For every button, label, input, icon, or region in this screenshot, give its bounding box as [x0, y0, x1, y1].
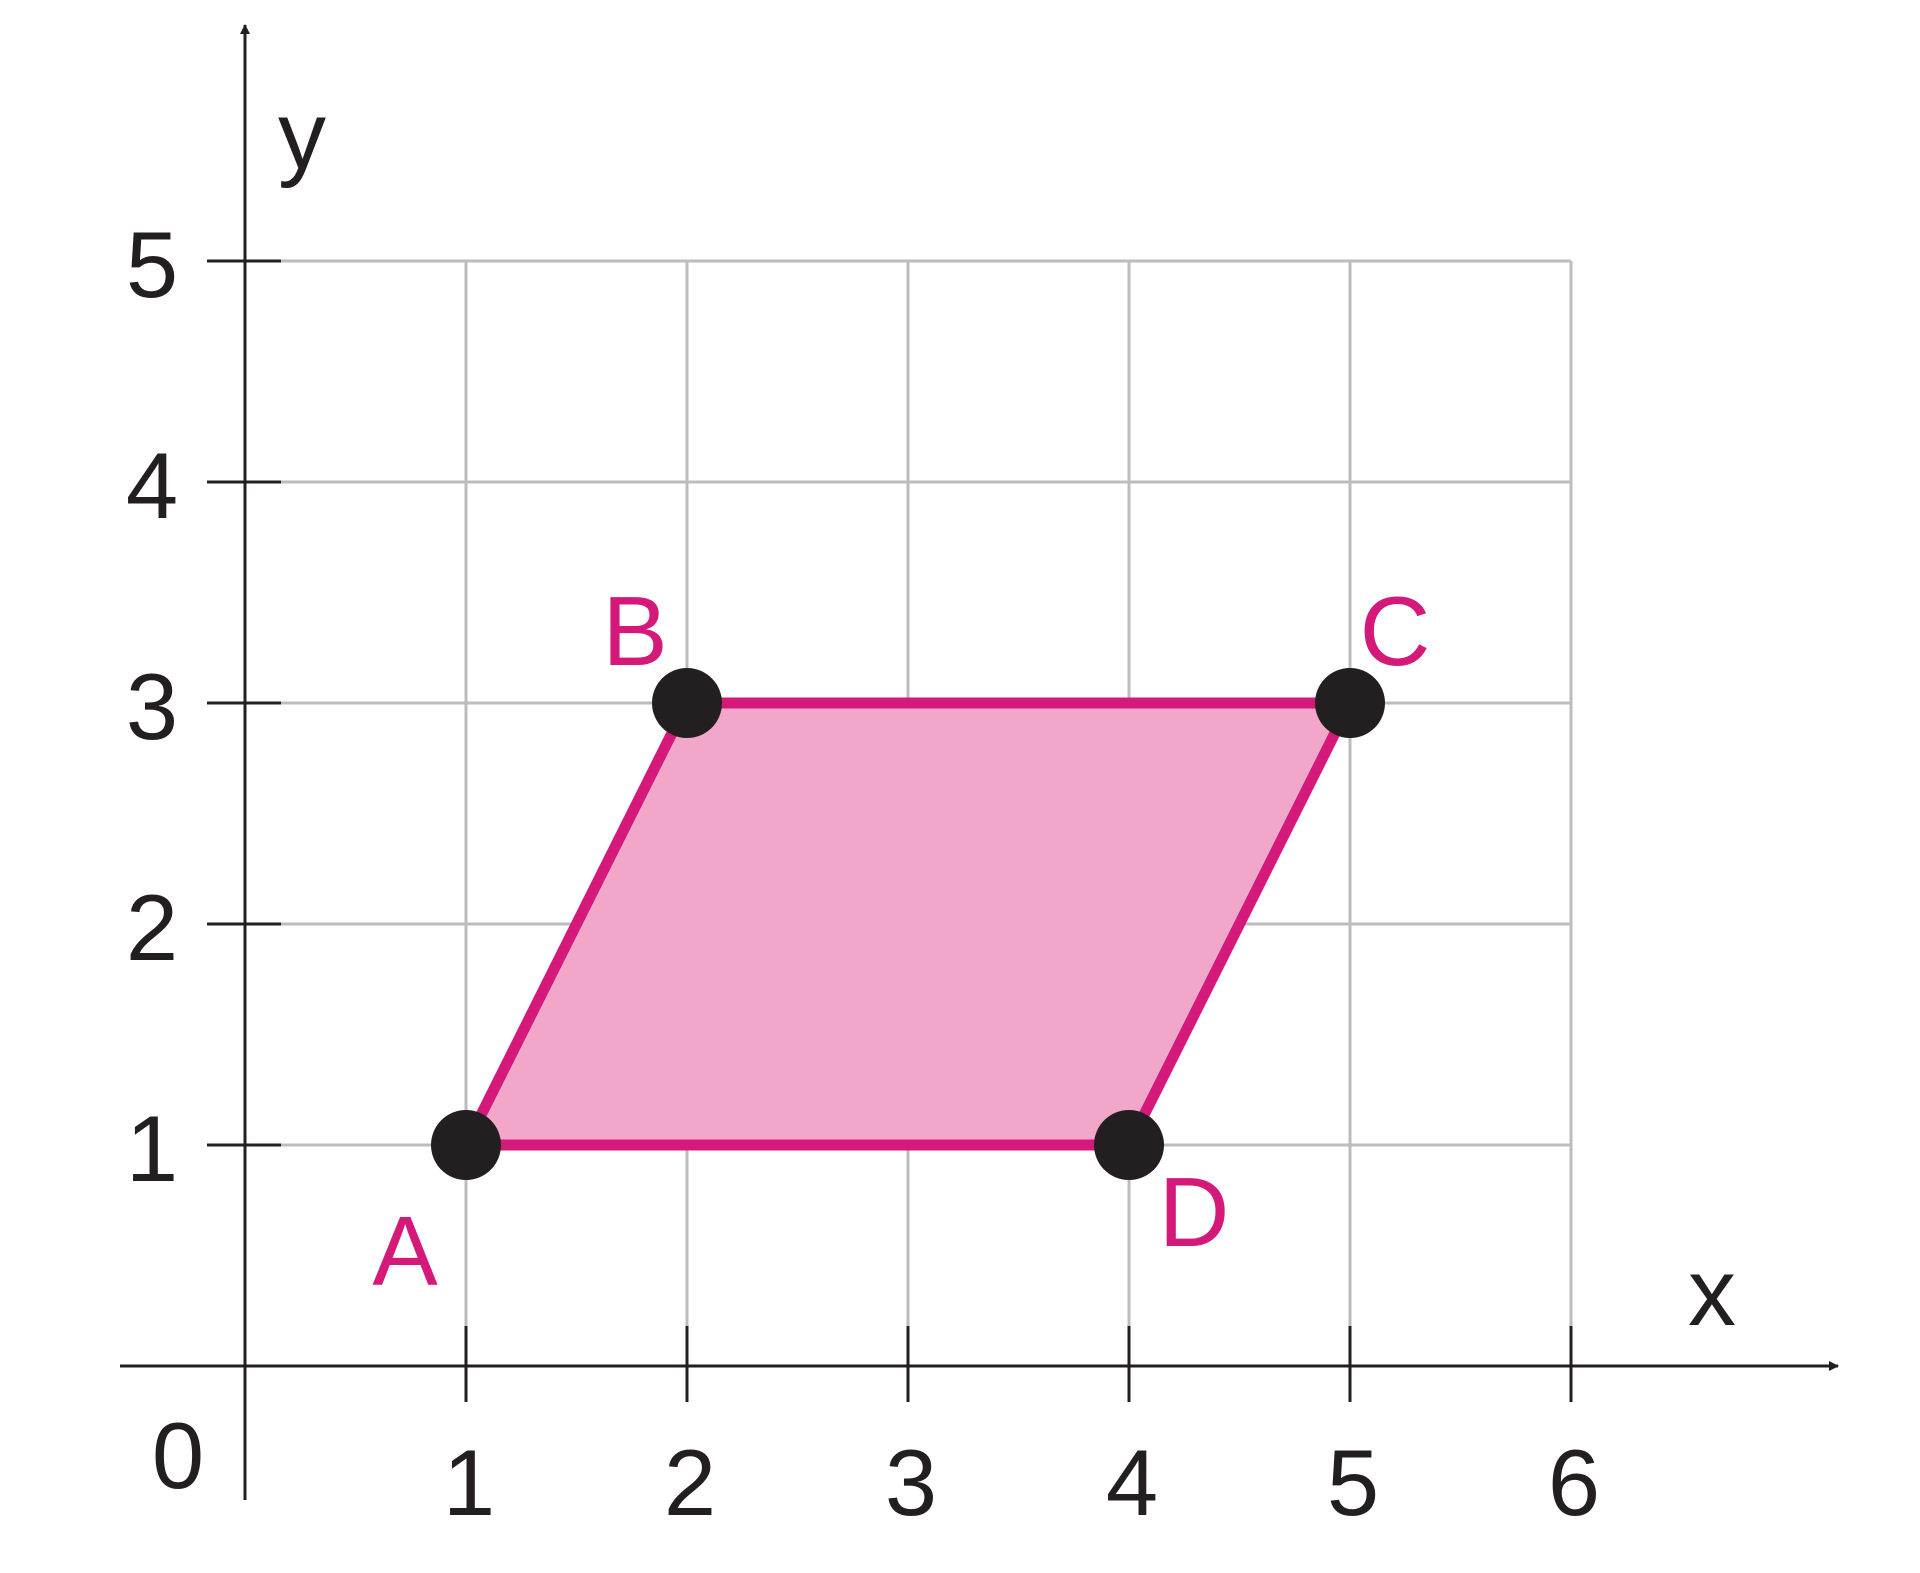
parallelogram-group [457, 697, 1359, 1151]
vertex-labels: A B C D [372, 576, 1430, 1306]
vertices [431, 668, 1385, 1180]
origin-label: 0 [152, 1403, 204, 1508]
y-tick-label: 5 [126, 212, 178, 317]
vertex-a-dot [431, 1110, 501, 1180]
parallelogram-abcd [457, 697, 1359, 1151]
y-tick-label: 1 [126, 1096, 178, 1201]
x-tick-label: 1 [443, 1430, 495, 1535]
y-tick-label: 3 [126, 654, 178, 759]
y-tick-label: 4 [126, 433, 178, 538]
axes [120, 24, 1839, 1500]
x-tick-label: 5 [1327, 1430, 1379, 1535]
vertex-b-label: B [602, 576, 667, 686]
tick-marks [207, 259, 1573, 1402]
vertex-a-label: A [372, 1196, 438, 1306]
vertex-c-label: C [1360, 576, 1431, 686]
x-tick-label: 6 [1548, 1430, 1600, 1535]
vertex-d-label: D [1159, 1157, 1230, 1267]
x-tick-label: 4 [1106, 1430, 1158, 1535]
vertex-b-dot [652, 668, 722, 738]
x-axis-label: x [1688, 1239, 1736, 1346]
y-axis-label: y [278, 82, 326, 189]
vertex-d-dot [1094, 1110, 1164, 1180]
y-tick-label: 2 [126, 875, 178, 980]
x-tick-label: 3 [885, 1430, 937, 1535]
x-tick-label: 2 [664, 1430, 716, 1535]
tick-labels: 1 2 3 4 5 6 1 2 3 4 5 [126, 212, 1600, 1535]
vertex-c-dot [1315, 668, 1385, 738]
